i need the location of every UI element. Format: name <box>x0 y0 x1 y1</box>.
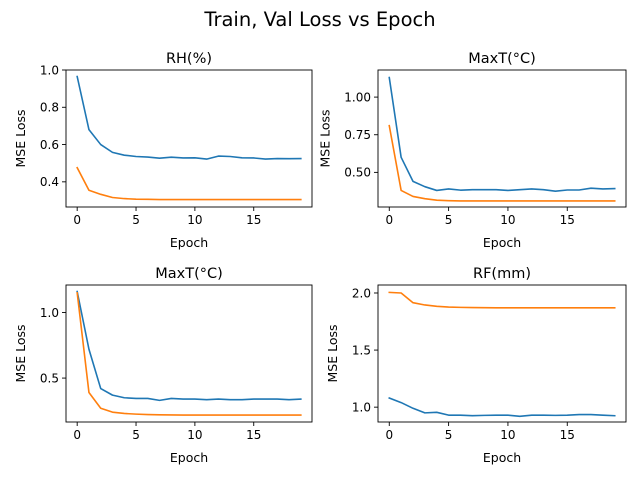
y-axis-label: MSE Loss <box>325 324 340 382</box>
subplot-2: 0 5 10 15 0.50 0.75 1.00 MaxT(°C) Epoch MSE Loss <box>318 51 627 250</box>
y-tick-label: 1.0 <box>40 63 59 77</box>
subplot-title: MaxT(°C) <box>155 266 223 282</box>
x-tick-label: 0 <box>73 213 81 227</box>
x-tick-label: 5 <box>445 213 453 227</box>
y-tick-label: 0.4 <box>40 175 59 189</box>
x-tick-label: 5 <box>445 428 453 442</box>
y-tick-label: 1.00 <box>344 90 371 104</box>
y-tick-label: 0.8 <box>40 101 59 115</box>
axes-frame <box>377 284 627 423</box>
series-line-2 <box>76 166 302 201</box>
y-tick-label: 1.0 <box>352 400 371 414</box>
subplot-1: 0 5 10 15 0.4 0.6 0.8 1.0 RH(%) Epoch MSE Loss <box>13 51 313 250</box>
y-tick-label: 2.0 <box>352 286 371 300</box>
y-tick-label: 1.0 <box>40 306 59 320</box>
y-tick-label: 0.75 <box>344 128 371 142</box>
x-tick-label: 0 <box>385 428 393 442</box>
subplot-4: 0 5 10 15 1.0 1.5 2.0 RF(mm) Epoch MSE Loss <box>325 266 627 465</box>
axes-frame <box>65 284 313 423</box>
figure-title: Train, Val Loss vs Epoch <box>203 8 435 31</box>
x-axis-label: Epoch <box>170 450 208 465</box>
series-line-2 <box>76 291 302 416</box>
x-tick-label: 0 <box>385 213 393 227</box>
x-tick-label: 5 <box>132 428 140 442</box>
x-tick-label: 10 <box>187 213 202 227</box>
series-line-1 <box>76 290 302 402</box>
subplot-title: RH(%) <box>166 51 212 67</box>
x-tick-label: 15 <box>560 213 575 227</box>
x-tick-label: 5 <box>132 213 140 227</box>
axes-frame <box>377 69 627 208</box>
x-axis-label: Epoch <box>483 235 521 250</box>
y-tick-label: 0.50 <box>344 166 371 180</box>
series-line-1 <box>388 76 616 192</box>
x-tick-label: 0 <box>73 428 81 442</box>
y-axis-label: MSE Loss <box>13 324 28 382</box>
x-tick-label: 10 <box>500 213 515 227</box>
series-line-2 <box>388 124 616 202</box>
x-axis-label: Epoch <box>483 450 521 465</box>
subplot-3: 0 5 10 15 0.5 1.0 MaxT(°C) Epoch MSE Loss <box>13 266 313 465</box>
y-axis-label: MSE Loss <box>318 109 333 167</box>
y-tick-label: 0.5 <box>40 371 59 385</box>
x-tick-label: 15 <box>560 428 575 442</box>
axes-frame <box>65 69 313 208</box>
x-axis-label: Epoch <box>170 235 208 250</box>
series-line-1 <box>76 75 302 160</box>
subplot-title: MaxT(°C) <box>468 51 536 67</box>
x-tick-label: 15 <box>246 428 261 442</box>
y-tick-label: 1.5 <box>352 343 371 357</box>
subplot-title: RF(mm) <box>473 266 531 282</box>
y-tick-label: 0.6 <box>40 138 59 152</box>
x-tick-label: 10 <box>500 428 515 442</box>
x-tick-label: 15 <box>246 213 261 227</box>
series-line-2 <box>388 291 616 309</box>
x-tick-label: 10 <box>187 428 202 442</box>
series-line-1 <box>388 396 616 418</box>
y-axis-label: MSE Loss <box>13 109 28 167</box>
